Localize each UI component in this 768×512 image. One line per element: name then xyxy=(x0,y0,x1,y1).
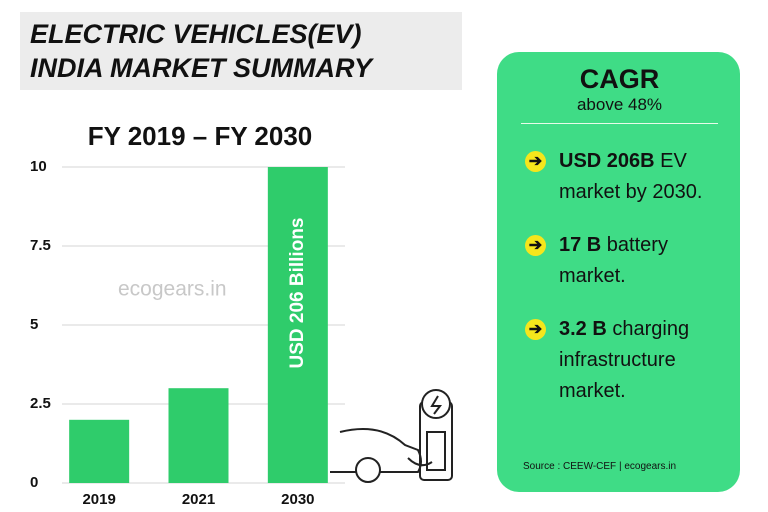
watermark: ecogears.in xyxy=(118,278,227,301)
y-tick-label: 2.5 xyxy=(30,395,51,412)
arrow-icon: ➔ xyxy=(525,235,546,256)
bullet-text: charging infrastructure market. xyxy=(559,318,690,402)
source-note: Source : CEEW-CEF | ecogears.in xyxy=(523,461,677,472)
title-box xyxy=(20,12,462,90)
bullet: ➔ USD 206B EV market by 2030. xyxy=(515,146,724,208)
chart-title: INDIA MARKET SUMMARY xyxy=(30,53,375,83)
arrow-icon: ➔ xyxy=(525,319,546,340)
bullet-text: EV market by 2030. xyxy=(559,150,703,203)
x-tick-label: 2019 xyxy=(82,491,115,508)
x-tick-label: 2030 xyxy=(281,491,314,508)
chart-title: ELECTRIC VEHICLES(EV) xyxy=(30,19,362,49)
bullet-highlight: USD 206B xyxy=(559,150,655,172)
bullet-text: battery market. xyxy=(559,234,668,287)
y-tick-label: 10 xyxy=(30,158,47,175)
panel-heading: CAGR xyxy=(579,64,660,94)
bullet: ➔ 17 B battery market. xyxy=(515,230,724,292)
y-tick-label: 5 xyxy=(30,316,38,333)
bullet: ➔ 3.2 B charging infrastructure market. xyxy=(515,314,724,407)
bar xyxy=(168,388,229,483)
ev-charger-icon xyxy=(330,389,453,483)
plot-area: 0 2.5 5 7.5 10 ecogears.in 2019 2021 2030 USD 206… xyxy=(30,158,345,508)
summary-panel: CAGR above 48% ➔ USD 206B EV market by 20… xyxy=(497,52,740,492)
x-tick-label: 2021 xyxy=(182,491,215,508)
arrow-icon: ➔ xyxy=(525,151,546,172)
bar-annotation: USD 206 Billions xyxy=(287,218,308,369)
bullet-highlight: 17 B xyxy=(559,234,602,256)
chart-subtitle: FY 2019 – FY 2030 xyxy=(88,121,313,151)
bar xyxy=(267,167,328,483)
panel-subheading: above 48% xyxy=(521,95,718,124)
bullet-list: ➔ USD 206B EV market by 2030. ➔ 17 B batter… xyxy=(515,146,724,407)
bullet-highlight: 3.2 B xyxy=(559,318,607,340)
bar xyxy=(69,419,130,483)
y-tick-label: 7.5 xyxy=(30,237,51,254)
y-tick-label: 0 xyxy=(30,474,38,491)
